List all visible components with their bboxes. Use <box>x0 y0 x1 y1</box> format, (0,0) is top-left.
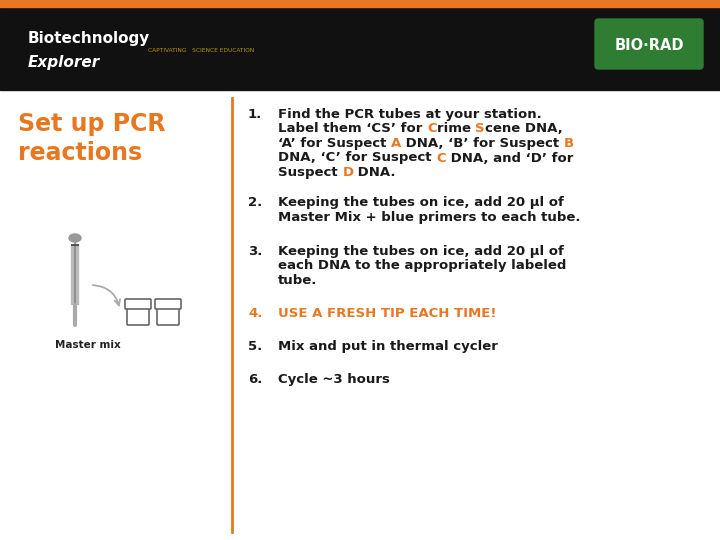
Text: Keeping the tubes on ice, add 20 µl of: Keeping the tubes on ice, add 20 µl of <box>278 245 564 258</box>
Text: CAPTIVATING   SCIENCE EDUCATION: CAPTIVATING SCIENCE EDUCATION <box>148 49 254 53</box>
Text: 6.: 6. <box>248 373 262 386</box>
FancyArrowPatch shape <box>93 285 120 305</box>
Text: 5.: 5. <box>248 340 262 353</box>
Text: 2.: 2. <box>248 196 262 209</box>
Text: C: C <box>427 123 436 136</box>
FancyBboxPatch shape <box>595 19 703 69</box>
Text: DNA, and ‘D’ for: DNA, and ‘D’ for <box>446 152 573 165</box>
Text: Label them ‘CS’ for: Label them ‘CS’ for <box>278 123 427 136</box>
Text: ‘A’ for Suspect: ‘A’ for Suspect <box>278 137 391 150</box>
Ellipse shape <box>69 234 81 242</box>
Text: cene DNA,: cene DNA, <box>485 123 562 136</box>
Text: 1.: 1. <box>248 108 262 121</box>
Text: 4.: 4. <box>248 307 262 320</box>
Bar <box>0 90 720 540</box>
Text: Find the PCR tubes at your station.: Find the PCR tubes at your station. <box>278 108 541 121</box>
Text: Master mix: Master mix <box>55 340 121 350</box>
Text: Master Mix + blue primers to each tube.: Master Mix + blue primers to each tube. <box>278 211 580 224</box>
Bar <box>0 0 720 7</box>
Text: Explorer: Explorer <box>28 55 100 70</box>
FancyBboxPatch shape <box>125 299 151 309</box>
Text: S: S <box>475 123 485 136</box>
Bar <box>0 7 720 90</box>
Text: DNA.: DNA. <box>354 166 396 179</box>
Text: B: B <box>564 137 574 150</box>
FancyBboxPatch shape <box>157 305 179 325</box>
Text: C: C <box>436 152 446 165</box>
Text: Cycle ~3 hours: Cycle ~3 hours <box>278 373 390 386</box>
Text: BIO·RAD: BIO·RAD <box>614 37 684 52</box>
Text: Biotechnology: Biotechnology <box>28 30 150 45</box>
Text: 3.: 3. <box>248 245 262 258</box>
FancyBboxPatch shape <box>155 299 181 309</box>
Text: each DNA to the appropriately labeled: each DNA to the appropriately labeled <box>278 260 567 273</box>
Text: tube.: tube. <box>278 274 318 287</box>
Text: DNA, ‘C’ for Suspect: DNA, ‘C’ for Suspect <box>278 152 436 165</box>
Text: A: A <box>391 137 401 150</box>
Text: Mix and put in thermal cycler: Mix and put in thermal cycler <box>278 340 498 353</box>
Text: rime: rime <box>436 123 475 136</box>
FancyBboxPatch shape <box>127 305 149 325</box>
Text: D: D <box>342 166 354 179</box>
Text: Suspect: Suspect <box>278 166 342 179</box>
Text: Set up PCR
reactions: Set up PCR reactions <box>18 112 166 165</box>
Text: Keeping the tubes on ice, add 20 µl of: Keeping the tubes on ice, add 20 µl of <box>278 196 564 209</box>
Text: USE A FRESH TIP EACH TIME!: USE A FRESH TIP EACH TIME! <box>278 307 497 320</box>
Text: DNA, ‘B’ for Suspect: DNA, ‘B’ for Suspect <box>401 137 564 150</box>
